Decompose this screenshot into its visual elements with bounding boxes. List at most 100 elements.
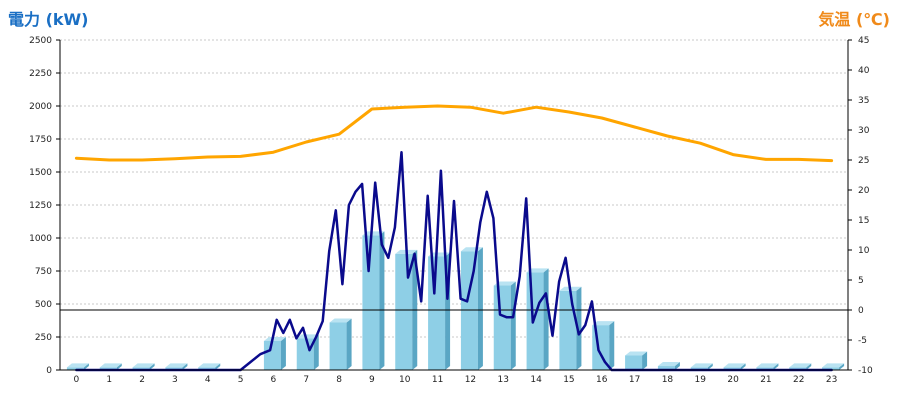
x-tick-label: 17 — [629, 375, 640, 385]
bar — [165, 363, 188, 370]
right-tick-label: 30 — [858, 126, 870, 136]
x-tick-label: 13 — [498, 375, 509, 385]
x-tick-label: 19 — [695, 375, 707, 385]
right-axis-title: 気温 (℃) — [818, 10, 890, 29]
right-tick-label: 0 — [858, 306, 864, 316]
bar-side — [839, 363, 845, 370]
bar-side — [674, 362, 680, 370]
left-tick-label: 1500 — [29, 168, 52, 178]
bar-side — [707, 363, 713, 370]
bar-front — [559, 290, 577, 370]
bar — [99, 363, 122, 370]
right-tick-label: 45 — [858, 36, 869, 46]
bar-side — [116, 363, 122, 370]
x-tick-label: 22 — [793, 375, 804, 385]
left-tick-label: 2500 — [29, 36, 52, 46]
bar — [66, 363, 89, 370]
bar-side — [313, 334, 319, 370]
bar-front — [789, 367, 807, 370]
x-tick-label: 15 — [563, 375, 574, 385]
bar — [723, 363, 746, 370]
bar-side — [83, 363, 89, 370]
x-tick-label: 5 — [238, 375, 244, 385]
bar-side — [773, 363, 779, 370]
bar-side — [477, 247, 483, 370]
bar-top — [526, 268, 549, 273]
bar — [362, 231, 385, 370]
bar-series — [66, 231, 845, 370]
bar-top — [756, 363, 779, 368]
bar-top — [362, 231, 385, 236]
bar-top — [329, 318, 352, 323]
right-tick-label: 20 — [858, 186, 870, 196]
bar-front — [756, 367, 774, 370]
bar-top — [198, 363, 221, 368]
bar-front — [99, 367, 117, 370]
bar-side — [806, 363, 812, 370]
bar-top — [822, 363, 845, 368]
bar-front — [460, 251, 478, 370]
grid-lines — [60, 39, 848, 338]
bar-front — [625, 355, 643, 370]
bar-side — [510, 281, 516, 370]
bar-front — [329, 322, 347, 370]
left-tick-label: 500 — [35, 300, 52, 310]
bar-top — [263, 336, 286, 341]
bar-side — [740, 363, 746, 370]
x-tick-label: 12 — [465, 375, 476, 385]
right-tick-label: -5 — [858, 336, 867, 346]
bar-side — [182, 363, 188, 370]
bar-top — [657, 362, 680, 367]
x-tick-label: 2 — [139, 375, 145, 385]
left-tick-label: 2000 — [29, 102, 52, 112]
bar-top — [132, 363, 155, 368]
x-tick-label: 14 — [530, 375, 542, 385]
x-tick-label: 4 — [205, 375, 211, 385]
bar-front — [657, 366, 675, 370]
bar — [263, 336, 286, 370]
x-tick-label: 6 — [271, 375, 277, 385]
bar-front — [198, 367, 216, 370]
bar-top — [66, 363, 89, 368]
left-tick-label: 250 — [35, 333, 52, 343]
bar-side — [280, 336, 286, 370]
bar — [657, 362, 680, 370]
bar-side — [149, 363, 155, 370]
x-tick-label: 7 — [303, 375, 309, 385]
bar-top — [296, 334, 319, 339]
bar-front — [428, 256, 446, 370]
bar-front — [395, 253, 413, 370]
x-tick-label: 18 — [662, 375, 674, 385]
bar-side — [642, 351, 648, 370]
x-tick-label: 10 — [399, 375, 411, 385]
right-tick-label: 25 — [858, 156, 869, 166]
x-tick-label: 11 — [432, 375, 443, 385]
bar-front — [296, 338, 314, 370]
bar-side — [379, 231, 385, 370]
right-tick-label: 40 — [858, 66, 870, 76]
x-tick-label: 1 — [106, 375, 112, 385]
bar-top — [625, 351, 648, 356]
bar-front — [165, 367, 183, 370]
bar — [460, 247, 483, 370]
temperature-line — [74, 104, 834, 163]
left-axis-title: 電力 (kW) — [8, 10, 89, 29]
bar-front — [362, 235, 380, 370]
bar-side — [609, 321, 615, 370]
left-tick-label: 2250 — [29, 69, 52, 79]
axes — [56, 39, 852, 371]
bar-side — [215, 363, 221, 370]
tick-labels: 02505007501000125015001750200022502500-1… — [29, 36, 873, 385]
bar — [493, 281, 516, 370]
x-tick-label: 20 — [727, 375, 739, 385]
bar — [329, 318, 352, 370]
bar-top — [723, 363, 746, 368]
bar-front — [526, 272, 544, 370]
bar — [789, 363, 812, 370]
left-tick-label: 750 — [35, 267, 52, 277]
x-tick-label: 3 — [172, 375, 178, 385]
x-tick-label: 9 — [369, 375, 375, 385]
bar — [625, 351, 648, 370]
x-tick-label: 23 — [826, 375, 837, 385]
